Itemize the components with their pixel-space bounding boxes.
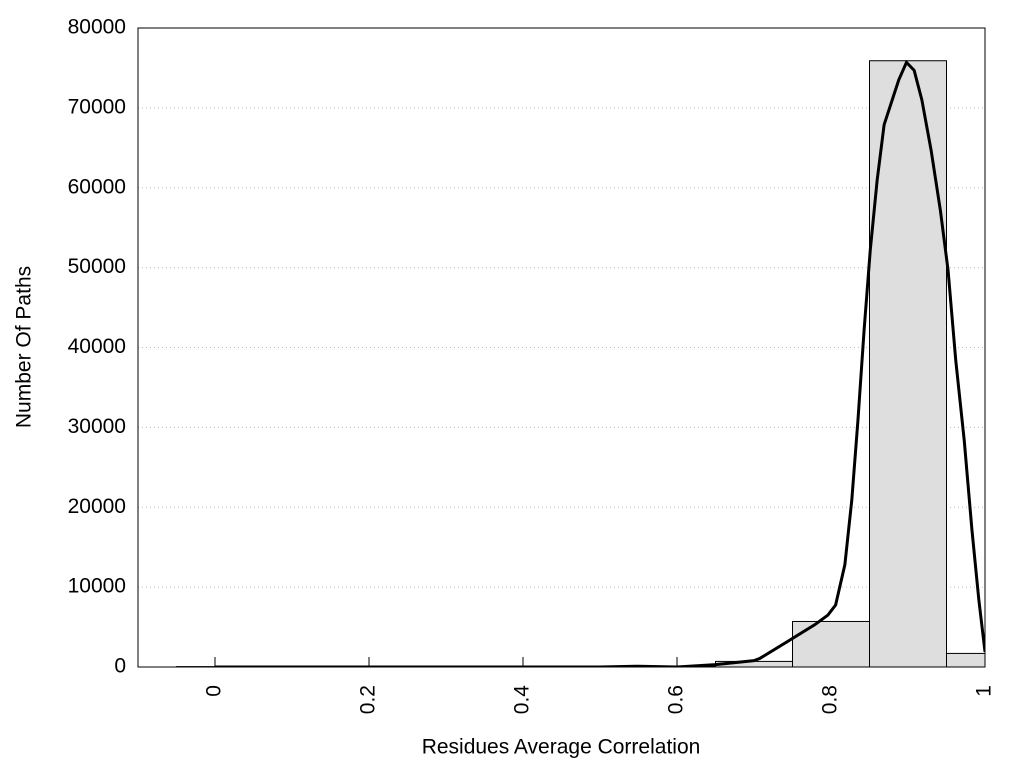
y-tick-label: 70000 [68,95,126,118]
plot-area [176,59,985,667]
y-tick-label: 80000 [68,16,126,39]
y-tick-label: 60000 [68,175,126,198]
x-tick-label: 0.2 [357,685,380,714]
fit-curve [215,59,985,667]
y-tick-label: 0 [114,655,126,678]
y-tick-label: 30000 [68,415,126,438]
y-tick-label: 40000 [68,335,126,358]
histogram-bar [946,652,985,667]
x-tick-label: 0.6 [665,685,688,714]
y-tick-label: 10000 [68,575,126,598]
x-tick-label: 0.4 [511,685,534,715]
x-tick-label: 0.8 [819,685,842,714]
plot-frame [137,27,986,668]
y-tick-label: 20000 [68,495,126,518]
y-tick-label: 50000 [68,255,126,278]
histogram-bar [792,620,870,667]
x-axis-label: Residues Average Correlation [422,736,701,759]
x-tick-label: 1 [973,685,996,697]
x-tick-label: 0 [203,685,226,697]
y-axis-label: Number Of Paths [13,266,36,428]
